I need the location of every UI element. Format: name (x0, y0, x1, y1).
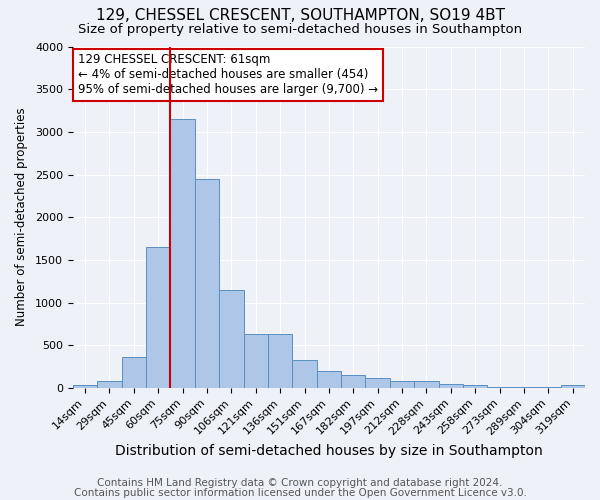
Y-axis label: Number of semi-detached properties: Number of semi-detached properties (15, 108, 28, 326)
Bar (341, 375, 365, 388)
Bar (97, 381, 122, 388)
Bar (170, 119, 195, 388)
Bar (268, 334, 292, 388)
Bar (365, 378, 390, 388)
Text: Contains public sector information licensed under the Open Government Licence v3: Contains public sector information licen… (74, 488, 526, 498)
Bar (414, 381, 439, 388)
Text: Contains HM Land Registry data © Crown copyright and database right 2024.: Contains HM Land Registry data © Crown c… (97, 478, 503, 488)
X-axis label: Distribution of semi-detached houses by size in Southampton: Distribution of semi-detached houses by … (115, 444, 543, 458)
Bar (195, 179, 219, 388)
Text: 129, CHESSEL CRESCENT, SOUTHAMPTON, SO19 4BT: 129, CHESSEL CRESCENT, SOUTHAMPTON, SO19… (95, 8, 505, 22)
Bar (73, 386, 97, 388)
Text: Size of property relative to semi-detached houses in Southampton: Size of property relative to semi-detach… (78, 22, 522, 36)
Bar (244, 334, 268, 388)
Bar (292, 360, 317, 388)
Bar (463, 386, 487, 388)
Bar (390, 381, 414, 388)
Bar (439, 384, 463, 388)
Bar (122, 357, 146, 388)
Bar (146, 247, 170, 388)
Bar (219, 290, 244, 388)
Bar (317, 371, 341, 388)
Text: 129 CHESSEL CRESCENT: 61sqm
← 4% of semi-detached houses are smaller (454)
95% o: 129 CHESSEL CRESCENT: 61sqm ← 4% of semi… (78, 54, 378, 96)
Bar (560, 386, 585, 388)
